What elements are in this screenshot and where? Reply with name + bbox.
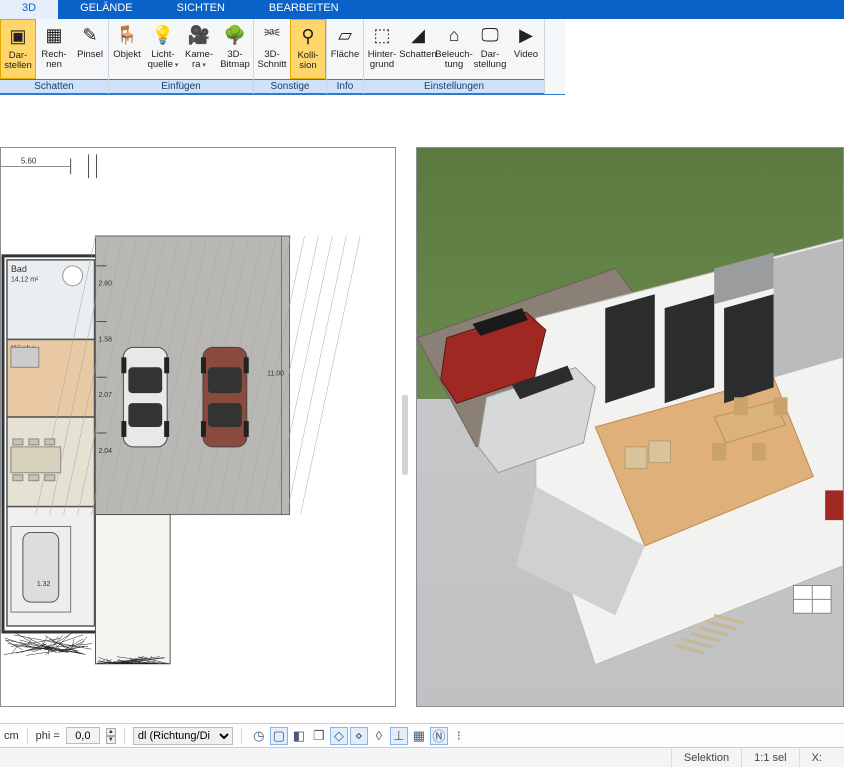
tree-icon: 🌳 xyxy=(222,22,248,48)
display-icon: 🖵 xyxy=(477,22,503,48)
status-coord: X: xyxy=(799,748,834,767)
button-label: Fläche xyxy=(331,50,360,60)
brush-icon: ✎ xyxy=(77,22,103,48)
screen-icon[interactable]: ▢ xyxy=(270,727,288,745)
svg-text:11.00: 11.00 xyxy=(267,370,284,377)
calc-icon: ▦ xyxy=(41,22,67,48)
status-selection: Selektion xyxy=(671,748,741,767)
snap-mid-icon[interactable]: ⋄ xyxy=(350,727,368,745)
dropdown-arrow-icon: ▾ xyxy=(173,62,178,69)
button-label: Video xyxy=(514,50,538,60)
group-label: Info xyxy=(327,79,363,94)
ribbon-group-info: ▱ Fläche Info xyxy=(327,19,364,94)
3d-canvas[interactable] xyxy=(417,148,843,706)
display-button[interactable]: 🖵Dar-stellung xyxy=(472,19,508,79)
status-bar: Selektion 1:1 sel X: xyxy=(0,747,844,767)
ribbon-group-einfügen: 🪑 Objekt 💡Licht-quelle ▾🎥Kame-ra ▾🌳3D-Bitm… xyxy=(109,19,254,94)
section-icon: ⎃ xyxy=(259,22,285,48)
chair-button[interactable]: 🪑 Objekt xyxy=(109,19,145,79)
mode-select[interactable]: dl (Richtung/Di xyxy=(133,727,233,745)
svg-text:2.60: 2.60 xyxy=(99,281,113,288)
more-icon[interactable]: ⁝ xyxy=(450,727,468,745)
group-label: Einstellungen xyxy=(364,79,544,94)
tab-3d[interactable]: 3D xyxy=(0,0,58,19)
button-label: Pinsel xyxy=(77,50,103,60)
background-button[interactable]: ⬚Hinter-grund xyxy=(364,19,400,79)
ribbon-group-einstellungen: ⬚Hinter-grund◢ Schatten⌂Beleuch-tung🖵Dar-… xyxy=(364,19,545,94)
button-label: Objekt xyxy=(113,50,140,60)
group-label: Schatten xyxy=(0,79,108,94)
dropdown-arrow-icon: ▾ xyxy=(200,62,205,69)
shadow-icon: ◢ xyxy=(405,22,431,48)
clock-icon[interactable]: ◷ xyxy=(250,727,268,745)
svg-text:Bad: Bad xyxy=(11,264,27,274)
group-label: Sonstige xyxy=(254,79,326,94)
camera-button[interactable]: 🎥Kame-ra ▾ xyxy=(181,19,217,79)
video-icon: ▶ xyxy=(513,22,539,48)
video-button[interactable]: ▶ Video xyxy=(508,19,544,79)
grid-icon[interactable]: ▦ xyxy=(410,727,428,745)
snap-endpoint-icon[interactable]: ◇ xyxy=(330,727,348,745)
group-label: Einfügen xyxy=(109,79,253,94)
3d-view-pane[interactable] xyxy=(416,147,844,707)
phi-input[interactable] xyxy=(66,727,100,744)
svg-text:2.04: 2.04 xyxy=(99,448,113,455)
svg-text:1.32: 1.32 xyxy=(37,581,51,588)
floorplan-pane[interactable]: 5.60Bad14,12 m²Küche19,20 m²2.601.582.07… xyxy=(0,147,396,707)
ribbon-group-sonstige: ⎃3D-Schnitt⚲Kolli-sionSonstige xyxy=(254,19,327,94)
area-icon: ▱ xyxy=(332,22,358,48)
status-ratio: 1:1 sel xyxy=(741,748,798,767)
background-icon: ⬚ xyxy=(369,22,395,48)
camera-icon: 🎥 xyxy=(186,22,212,48)
pane-splitter[interactable] xyxy=(402,395,408,475)
floorplan-canvas[interactable]: 5.60Bad14,12 m²Küche19,20 m²2.601.582.07… xyxy=(1,148,395,706)
tab-sichten[interactable]: SICHTEN xyxy=(155,0,247,19)
main-area: 5.60Bad14,12 m²Küche19,20 m²2.601.582.07… xyxy=(0,95,844,723)
ribbon-wrap: ▣Dar-stellen▦Rech-nen✎ Pinsel Schatten 🪑 Obj… xyxy=(0,19,844,95)
svg-text:2.07: 2.07 xyxy=(99,392,113,399)
light-icon: 💡 xyxy=(150,22,176,48)
svg-text:14,12 m²: 14,12 m² xyxy=(11,277,39,284)
area-button[interactable]: ▱ Fläche xyxy=(327,19,363,79)
tab-bearbeiten[interactable]: BEARBEITEN xyxy=(247,0,361,19)
calc-button[interactable]: ▦Rech-nen xyxy=(36,19,72,79)
snap-plane-icon[interactable]: ◊ xyxy=(370,727,388,745)
shadow-button[interactable]: ◢ Schatten xyxy=(400,19,436,79)
cube-icon: ▣ xyxy=(5,23,31,49)
tree-button[interactable]: 🌳3D-Bitmap xyxy=(217,19,253,79)
chair-icon: 🪑 xyxy=(114,22,140,48)
tab-gelände[interactable]: GELÄNDE xyxy=(58,0,155,19)
brush-button[interactable]: ✎ Pinsel xyxy=(72,19,108,79)
svg-text:5.60: 5.60 xyxy=(21,156,37,165)
north-icon[interactable]: Ⓝ xyxy=(430,727,448,745)
ribbon-tabs: 3DGELÄNDESICHTENBEARBEITEN xyxy=(0,0,844,19)
snap-perp-icon[interactable]: ⊥ xyxy=(390,727,408,745)
ribbon: ▣Dar-stellen▦Rech-nen✎ Pinsel Schatten 🪑 Obj… xyxy=(0,19,565,95)
layers-icon[interactable]: ❐ xyxy=(310,727,328,745)
svg-text:1.58: 1.58 xyxy=(99,336,113,343)
lighting-icon: ⌂ xyxy=(441,22,467,48)
phi-spinner[interactable]: ▲▼ xyxy=(106,728,116,744)
cube-button[interactable]: ▣Dar-stellen xyxy=(0,19,36,79)
ribbon-group-schatten: ▣Dar-stellen▦Rech-nen✎ Pinsel Schatten xyxy=(0,19,109,94)
collision-icon: ⚲ xyxy=(295,23,321,49)
unit-label[interactable]: cm xyxy=(4,730,19,742)
light-button[interactable]: 💡Licht-quelle ▾ xyxy=(145,19,181,79)
collision-button[interactable]: ⚲Kolli-sion xyxy=(290,19,326,79)
section-button[interactable]: ⎃3D-Schnitt xyxy=(254,19,290,79)
color-icon[interactable]: ◧ xyxy=(290,727,308,745)
phi-label: phi = xyxy=(36,730,60,742)
bottom-toolbar: cm phi = ▲▼ dl (Richtung/Di ◷▢◧❐◇⋄◊⊥▦Ⓝ⁝ xyxy=(0,723,844,747)
button-label: Schatten xyxy=(399,50,437,60)
lighting-button[interactable]: ⌂Beleuch-tung xyxy=(436,19,472,79)
